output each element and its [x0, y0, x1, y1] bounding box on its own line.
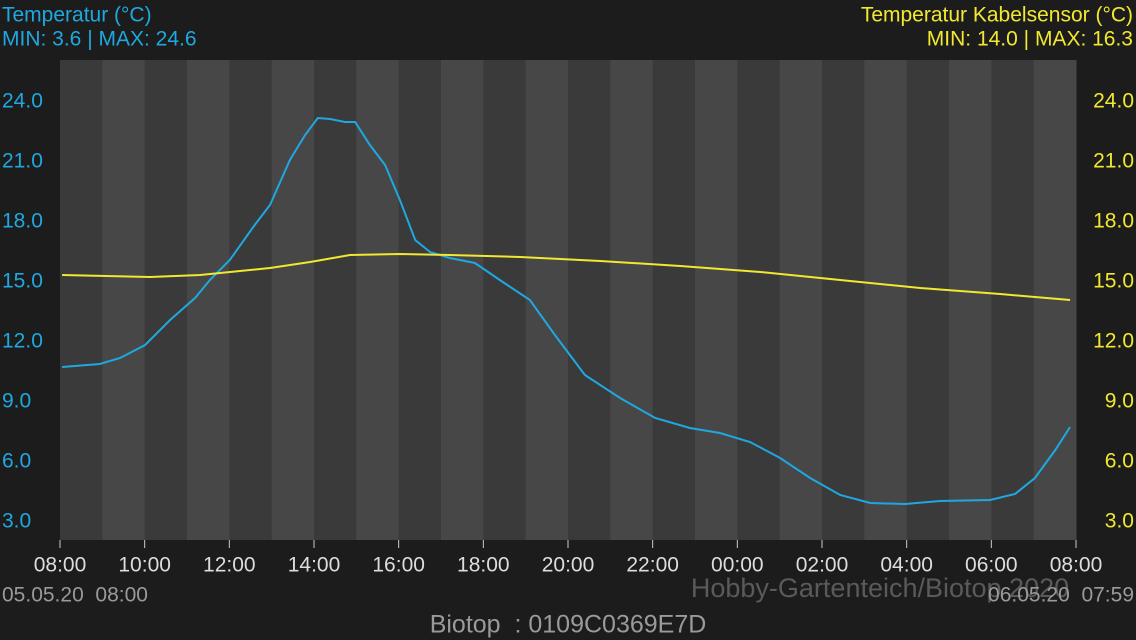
y2-tick-label: 12.0 [1093, 330, 1134, 353]
y2-tick-label: 15.0 [1093, 270, 1134, 293]
x-tick-label: 06:00 [965, 554, 1018, 577]
stripe [822, 60, 865, 540]
start-label: 05.05.20 08:00 [2, 584, 148, 607]
subtitle-2: MIN: 14.0 | MAX: 16.3 [927, 28, 1133, 51]
y2-tick-label: 6.0 [1105, 450, 1134, 473]
y-tick-label: 15.0 [2, 270, 43, 293]
stripe [864, 60, 908, 540]
stripes [60, 60, 1077, 540]
x-tick-label: 08:00 [1050, 554, 1103, 577]
stripe [991, 60, 1035, 540]
y2-tick-label: 21.0 [1093, 150, 1134, 173]
stripe [652, 60, 696, 540]
stripe [695, 60, 738, 540]
x-tick-label: 12:00 [203, 554, 256, 577]
stripe [271, 60, 315, 540]
y-tick-label: 18.0 [2, 210, 43, 233]
y2-tick-label: 18.0 [1093, 210, 1134, 233]
x-tick-label: 18:00 [457, 554, 510, 577]
stripe [568, 60, 611, 540]
series-line [62, 252, 1071, 301]
y2-tick-label: 24.0 [1093, 90, 1134, 113]
stripe [102, 60, 146, 540]
x-tick-label: 22:00 [626, 554, 679, 577]
subtitle: MIN: 3.6 | MAX: 24.6 [2, 28, 197, 51]
stripe [610, 60, 654, 540]
x-tick-label: 20:00 [542, 554, 595, 577]
end-label: 06.05.20 07:59 [988, 584, 1134, 607]
stripe [525, 60, 569, 540]
x-tick-label: 04:00 [880, 554, 933, 577]
series-line [62, 116, 1071, 506]
stripe [144, 60, 188, 540]
x-tick-label: 08:00 [34, 554, 87, 577]
y-tick-label: 3.0 [2, 510, 31, 533]
chart-title: Temperatur (°C) [2, 4, 152, 27]
y2-tick-label: 9.0 [1105, 390, 1134, 413]
y-tick-label: 12.0 [2, 330, 43, 353]
stripe [314, 60, 357, 540]
y-tick-label: 9.0 [2, 390, 31, 413]
y-tick-label: 6.0 [2, 450, 31, 473]
stripe [356, 60, 400, 540]
x-tick-label: 10:00 [118, 554, 171, 577]
stripe [737, 60, 781, 540]
stripe [60, 60, 103, 540]
stripe [779, 60, 823, 540]
y-tick-label: 21.0 [2, 150, 43, 173]
stripe [906, 60, 950, 540]
stripe [441, 60, 484, 540]
stripe [949, 60, 992, 540]
stripe [229, 60, 273, 540]
x-tick-label: 14:00 [288, 554, 341, 577]
x-tick-label: 16:00 [372, 554, 425, 577]
y-tick-label: 24.0 [2, 90, 43, 113]
footer: Biotop : 0109C0369E7D [430, 611, 707, 639]
x-tick-label: 00:00 [711, 554, 764, 577]
stripe [398, 60, 442, 540]
chart-title-2: Temperatur Kabelsensor (°C) [861, 4, 1133, 27]
watermark: Hobby-Gartenteich/Biotop 2020 [691, 573, 1069, 603]
y2-tick-label: 3.0 [1105, 510, 1134, 533]
stripe [483, 60, 527, 540]
x-tick-label: 02:00 [796, 554, 849, 577]
